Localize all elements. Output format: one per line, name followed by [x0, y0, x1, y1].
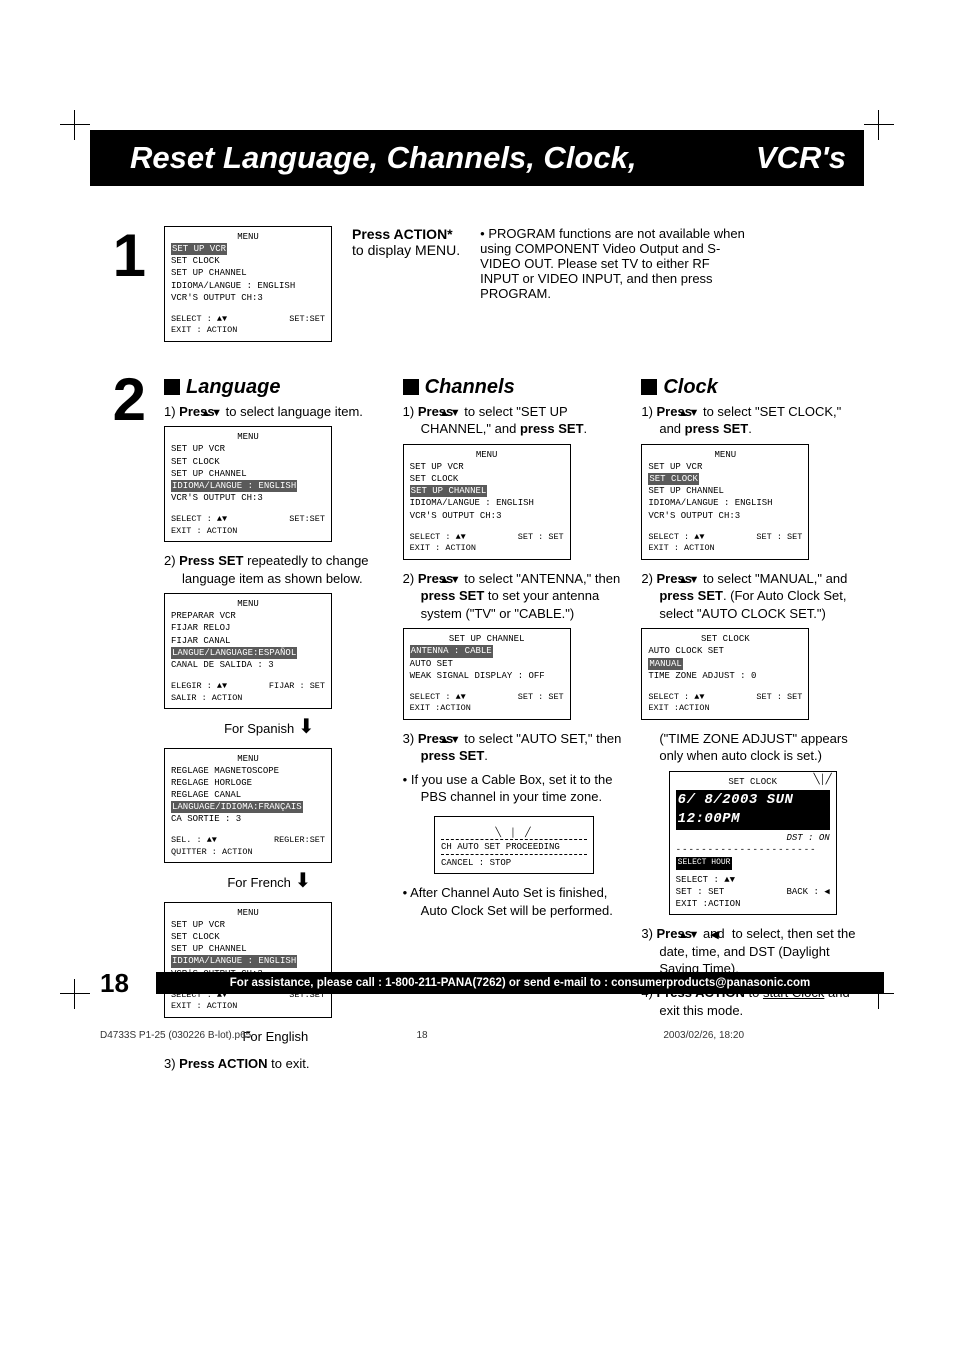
ch-step1: 1) Press ▲▼ to select "SET UP CHANNEL," … [403, 403, 626, 438]
action-label: Press ACTION* [352, 226, 453, 242]
menu-screenshot-spanish: MENUPREPARAR VCRFIJAR RELOJFIJAR CANALLA… [164, 593, 387, 709]
menu-screenshot-english: MENUSET UP VCRSET CLOCKSET UP CHANNELIDI… [164, 902, 387, 1018]
blink-icon: ╲│╱ [814, 774, 832, 788]
lang-step2: 2) Press SET repeatedly to change langua… [164, 552, 387, 587]
note-text: PROGRAM functions are not available when… [480, 226, 745, 301]
osd-f2: SET : SET [676, 886, 725, 898]
square-bullet-icon [164, 379, 180, 395]
heading-text: Channels [425, 376, 515, 399]
autoset-line2: CANCEL : STOP [441, 857, 587, 869]
page-number: 18 [100, 968, 144, 999]
osd-f1: SELECT : ▲▼ [676, 874, 830, 886]
menu-screenshot: SET CLOCKAUTO CLOCK SETMANUALTIME ZONE A… [641, 628, 864, 720]
title-bar: Reset Language, Channels, Clock, VCR's [90, 130, 864, 186]
step1-action-text: Press ACTION* to display MENU. [352, 226, 460, 258]
meta-timestamp: 2003/02/26, 18:20 [529, 1030, 884, 1041]
section-heading: Language [164, 376, 387, 399]
menu-screenshot-french: MENUREGLAGE MAGNETOSCOPEREGLAGE HORLOGER… [164, 748, 387, 864]
meta-line: D4733S P1-25 (030226 B-lot).p65 18 2003/… [100, 1030, 884, 1041]
clk-step2: 2) Press ▲▼ to select "MANUAL," and pres… [641, 570, 864, 623]
step-number: 1 [90, 226, 146, 342]
meta-file: D4733S P1-25 (030226 B-lot).p65 [100, 1030, 315, 1041]
section-heading: Channels [403, 376, 626, 399]
osd-select-hour: SELECT HOUR [676, 857, 733, 870]
lang-label-spanish: For Spanish ⬇ [164, 719, 387, 738]
square-bullet-icon [641, 379, 657, 395]
ch-note: • If you use a Cable Box, set it to the … [403, 771, 626, 806]
down-arrow-icon: ⬇ [295, 870, 324, 892]
step-1: 1 MENUSET UP VCRSET CLOCKSET UP CHANNELI… [90, 226, 864, 342]
menu-screenshot: MENUSET UP VCRSET CLOCKSET UP CHANNELIDI… [164, 226, 332, 342]
lang-label-french: For French ⬇ [164, 873, 387, 892]
crop-mark-icon [864, 110, 894, 140]
footer-bar: 18 For assistance, please call : 1-800-2… [100, 968, 884, 999]
osd-dst: DST : ON [676, 832, 830, 844]
page: Reset Language, Channels, Clock, VCR's 1… [0, 0, 954, 1119]
osd-date: 6/ 8/2003 SUN 12:00PM [676, 790, 830, 830]
autoset-line1: CH AUTO SET PROCEEDING [441, 839, 587, 855]
ch-step3: 3) Press ▲▼ to select "AUTO SET," then p… [403, 730, 626, 765]
section-heading: Clock [641, 376, 864, 399]
heading-text: Clock [663, 376, 717, 399]
menu-screenshot: SET UP CHANNELANTENNA : CABLEAUTO SETWEA… [403, 628, 626, 720]
auto-set-osd: ╲ │ ╱ CH AUTO SET PROCEEDING CANCEL : ST… [434, 816, 594, 874]
crop-mark-icon [60, 110, 90, 140]
ch-step2: 2) Press ▲▼ to select "ANTENNA," then pr… [403, 570, 626, 623]
heading-text: Language [186, 376, 280, 399]
page-title-left: Reset Language, Channels, Clock, [130, 140, 636, 176]
osd-divider: ---------------------- [676, 844, 830, 856]
ch-step4: • After Channel Auto Set is finished, Au… [403, 884, 626, 919]
wave-icon: ╲ │ ╱ [441, 827, 587, 839]
clock-osd: SET CLOCK ╲│╱ 6/ 8/2003 SUN 12:00PM DST … [669, 771, 837, 915]
lang-step1: 1) Press ▲▼ to select language item. [164, 403, 387, 421]
meta-page: 18 [315, 1030, 530, 1041]
crop-mark-icon [60, 979, 90, 1009]
assistance-strip: For assistance, please call : 1-800-211-… [156, 972, 884, 994]
clk-step1: 1) Press ▲▼ to select "SET CLOCK," and p… [641, 403, 864, 438]
action-sub: to display MENU. [352, 242, 460, 258]
menu-screenshot: MENUSET UP VCRSET CLOCKSET UP CHANNELIDI… [641, 444, 864, 560]
osd-f2b: BACK : ◀ [786, 886, 829, 898]
page-title-right: VCR's [756, 140, 846, 176]
osd-f3: EXIT :ACTION [676, 898, 830, 910]
menu-screenshot: MENUSET UP VCRSET CLOCKSET UP CHANNELIDI… [403, 444, 626, 560]
menu-screenshot: MENUSET UP VCRSET CLOCKSET UP CHANNELIDI… [164, 426, 387, 542]
tz-note: ("TIME ZONE ADJUST" appears only when au… [641, 730, 864, 765]
program-note: • PROGRAM functions are not available wh… [480, 226, 750, 301]
lang-step3: 3) Press ACTION to exit. [164, 1055, 387, 1073]
down-arrow-icon: ⬇ [298, 716, 327, 738]
osd-title: SET CLOCK [728, 777, 777, 787]
square-bullet-icon [403, 379, 419, 395]
